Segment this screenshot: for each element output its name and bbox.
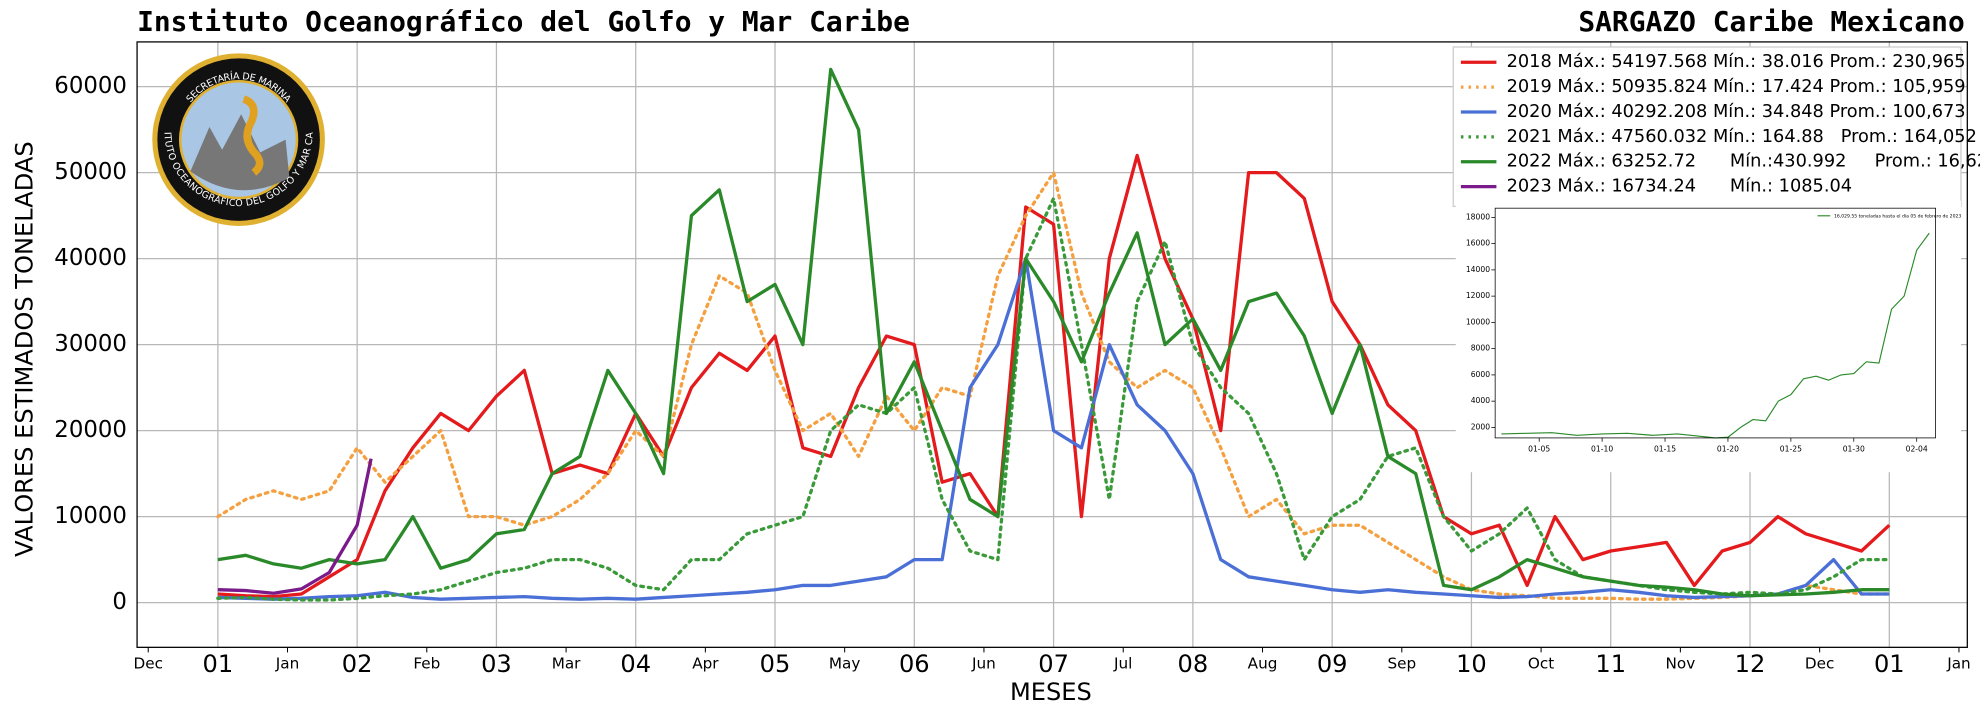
y-tick-label: 10000 — [54, 503, 127, 529]
y-tick-label: 16000 — [1466, 239, 1490, 248]
x-tick-label: 04 — [620, 650, 651, 678]
legend: 2018 Máx.: 54197.568 Mín.: 38.016 Prom.:… — [1452, 46, 1980, 208]
series-line — [1501, 232, 1930, 439]
y-tick-label: 14000 — [1466, 265, 1490, 274]
x-tick-label: 08 — [1178, 650, 1209, 678]
x-minor-tick-label: Jan — [275, 654, 299, 672]
plot-area — [1495, 208, 1936, 438]
x-tick-label: 01 — [203, 650, 234, 678]
x-tick-label: 12 — [1735, 650, 1766, 678]
legend-label: 2018 Máx.: 54197.568 Mín.: 38.016 Prom.:… — [1507, 52, 1966, 72]
inset-plot: 2000 4000 6000 8000 10000 12000 14000 16000 1800… — [1455, 200, 1961, 473]
series-line — [217, 153, 1891, 599]
x-minor-tick-label: Aug — [1248, 654, 1278, 672]
legend-label: 2020 Máx.: 40292.208 Mín.: 34.848 Prom.:… — [1507, 102, 1966, 122]
x-tick-label: 01 — [1874, 650, 1905, 678]
x-minor-tick-label: Oct — [1528, 654, 1554, 672]
x-tick-label: 01-05 — [1528, 444, 1550, 453]
x-minor-tick-label: Dec — [1805, 654, 1834, 672]
y-tick-label: 12000 — [1466, 291, 1490, 300]
x-tick-label: 01-15 — [1654, 444, 1676, 453]
x-tick-label: 02 — [342, 650, 373, 678]
y-tick-label: 18000 — [1466, 212, 1490, 221]
x-tick-label: 01-25 — [1780, 444, 1802, 453]
y-tick-label: 4000 — [1471, 396, 1491, 405]
y-tick-label: 30000 — [54, 331, 127, 357]
logo-seahorse — [242, 95, 264, 176]
logo-rock — [190, 114, 290, 191]
series-line — [217, 67, 1890, 598]
x-tick-label: 05 — [760, 650, 791, 678]
series-line — [217, 458, 373, 595]
plot-frame — [136, 41, 1968, 648]
x-minor-tick-label: Nov — [1666, 654, 1696, 672]
y-tick-label: 20000 — [54, 417, 127, 443]
y-tick-label: 2000 — [1471, 422, 1491, 431]
y-tick-label: 6000 — [1471, 370, 1491, 379]
legend-label: 2023 Máx.: 16734.24 Mín.: 1085.04 — [1507, 177, 1852, 197]
x-minor-tick-label: Jan — [1946, 654, 1970, 672]
y-tick-label: 50000 — [54, 159, 127, 185]
chart-subtitle: SARGAZO Caribe Mexicano — [1578, 5, 1964, 38]
x-axis-label: MESES — [1010, 678, 1092, 706]
y-tick-label: 0 — [112, 589, 127, 615]
y-tick-label: 10000 — [1466, 317, 1490, 326]
y-axis-label: VALORES ESTIMADOS TONELADAS — [10, 141, 38, 557]
x-tick-label: 10 — [1456, 650, 1487, 678]
x-tick-label: 07 — [1038, 650, 1069, 678]
plot-frame — [1494, 207, 1936, 439]
x-tick-label: 09 — [1317, 650, 1348, 678]
x-minor-tick-label: May — [829, 654, 860, 672]
series-line — [217, 256, 1890, 601]
x-minor-tick-label: Feb — [413, 654, 440, 672]
y-tick-label: 60000 — [54, 73, 127, 99]
inset-legend-label: 16,029.55 toneladas hasta el día 05 de f… — [1834, 212, 1961, 219]
x-minor-tick-label: Sep — [1387, 654, 1416, 672]
y-tick-label: 8000 — [1471, 344, 1491, 353]
x-minor-tick-label: Apr — [692, 654, 719, 672]
chart-title: Instituto Oceanográfico del Golfo y Mar … — [137, 5, 910, 38]
x-minor-tick-label: Jun — [971, 654, 996, 672]
x-tick-label: 01-30 — [1843, 444, 1865, 453]
x-minor-tick-label: Dec — [133, 654, 162, 672]
x-minor-tick-label: Mar — [552, 654, 581, 672]
x-tick-label: 03 — [481, 650, 512, 678]
x-tick-label: 06 — [899, 650, 930, 678]
x-tick-label: 01-10 — [1591, 444, 1613, 453]
legend-label: 2019 Máx.: 50935.824 Mín.: 17.424 Prom.:… — [1507, 77, 1966, 97]
x-tick-label: 02-04 — [1906, 444, 1928, 453]
legend-label: 2021 Máx.: 47560.032 Mín.: 164.88 Prom.:… — [1507, 127, 1977, 147]
y-tick-label: 40000 — [54, 245, 127, 271]
x-tick-label: 11 — [1595, 650, 1626, 678]
legend-label: 2022 Máx.: 63252.72 Mín.:430.992 Prom.: … — [1507, 152, 1980, 172]
series-line — [216, 170, 1891, 601]
x-minor-tick-label: Jul — [1113, 654, 1132, 672]
x-tick-label: 01-20 — [1717, 444, 1739, 453]
